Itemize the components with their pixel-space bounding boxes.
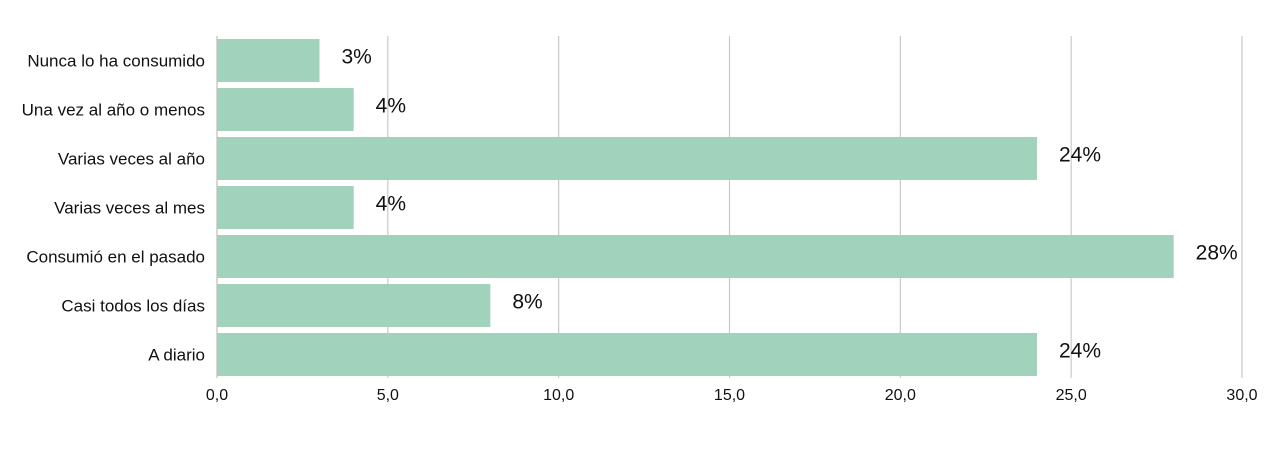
- category-label-4: Consumió en el pasado: [26, 248, 205, 267]
- data-label-4: 28%: [1196, 242, 1238, 265]
- category-label-1: Una vez al año o menos: [22, 101, 205, 120]
- bar-0: [217, 39, 320, 82]
- x-tick-label-5: 25,0: [1056, 387, 1087, 404]
- x-tick-label-6: 30,0: [1226, 387, 1257, 404]
- data-label-1: 4%: [376, 95, 406, 118]
- category-label-2: Varias veces al año: [58, 150, 205, 169]
- x-tick-label-1: 5,0: [377, 387, 399, 404]
- data-label-5: 8%: [512, 291, 542, 314]
- bar-layer: [217, 39, 1174, 376]
- category-label-5: Casi todos los días: [61, 297, 205, 316]
- bar-4: [217, 235, 1174, 278]
- category-label-3: Varias veces al mes: [54, 199, 205, 218]
- data-label-3: 4%: [376, 193, 406, 216]
- category-label-6: A diario: [148, 346, 205, 365]
- axis-layer: 0,0 5,0 10,0 15,0 20,0 25,0 30,0: [206, 36, 1258, 404]
- bar-1: [217, 88, 354, 131]
- bar-5: [217, 284, 491, 327]
- category-label-0: Nunca lo ha consumido: [27, 52, 205, 71]
- bar-2: [217, 137, 1037, 180]
- x-tick-label-3: 15,0: [714, 387, 745, 404]
- grid-layer: [387, 36, 1243, 378]
- label-layer: Nunca lo ha consumido 3% Una vez al año o …: [22, 46, 1238, 365]
- data-label-2: 24%: [1059, 144, 1101, 167]
- data-label-6: 24%: [1059, 340, 1101, 363]
- x-tick-label-2: 10,0: [543, 387, 574, 404]
- data-label-0: 3%: [342, 46, 372, 69]
- x-tick-label-0: 0,0: [206, 387, 228, 404]
- x-tick-label-4: 20,0: [885, 387, 916, 404]
- bar-6: [217, 333, 1037, 376]
- bar-3: [217, 186, 354, 229]
